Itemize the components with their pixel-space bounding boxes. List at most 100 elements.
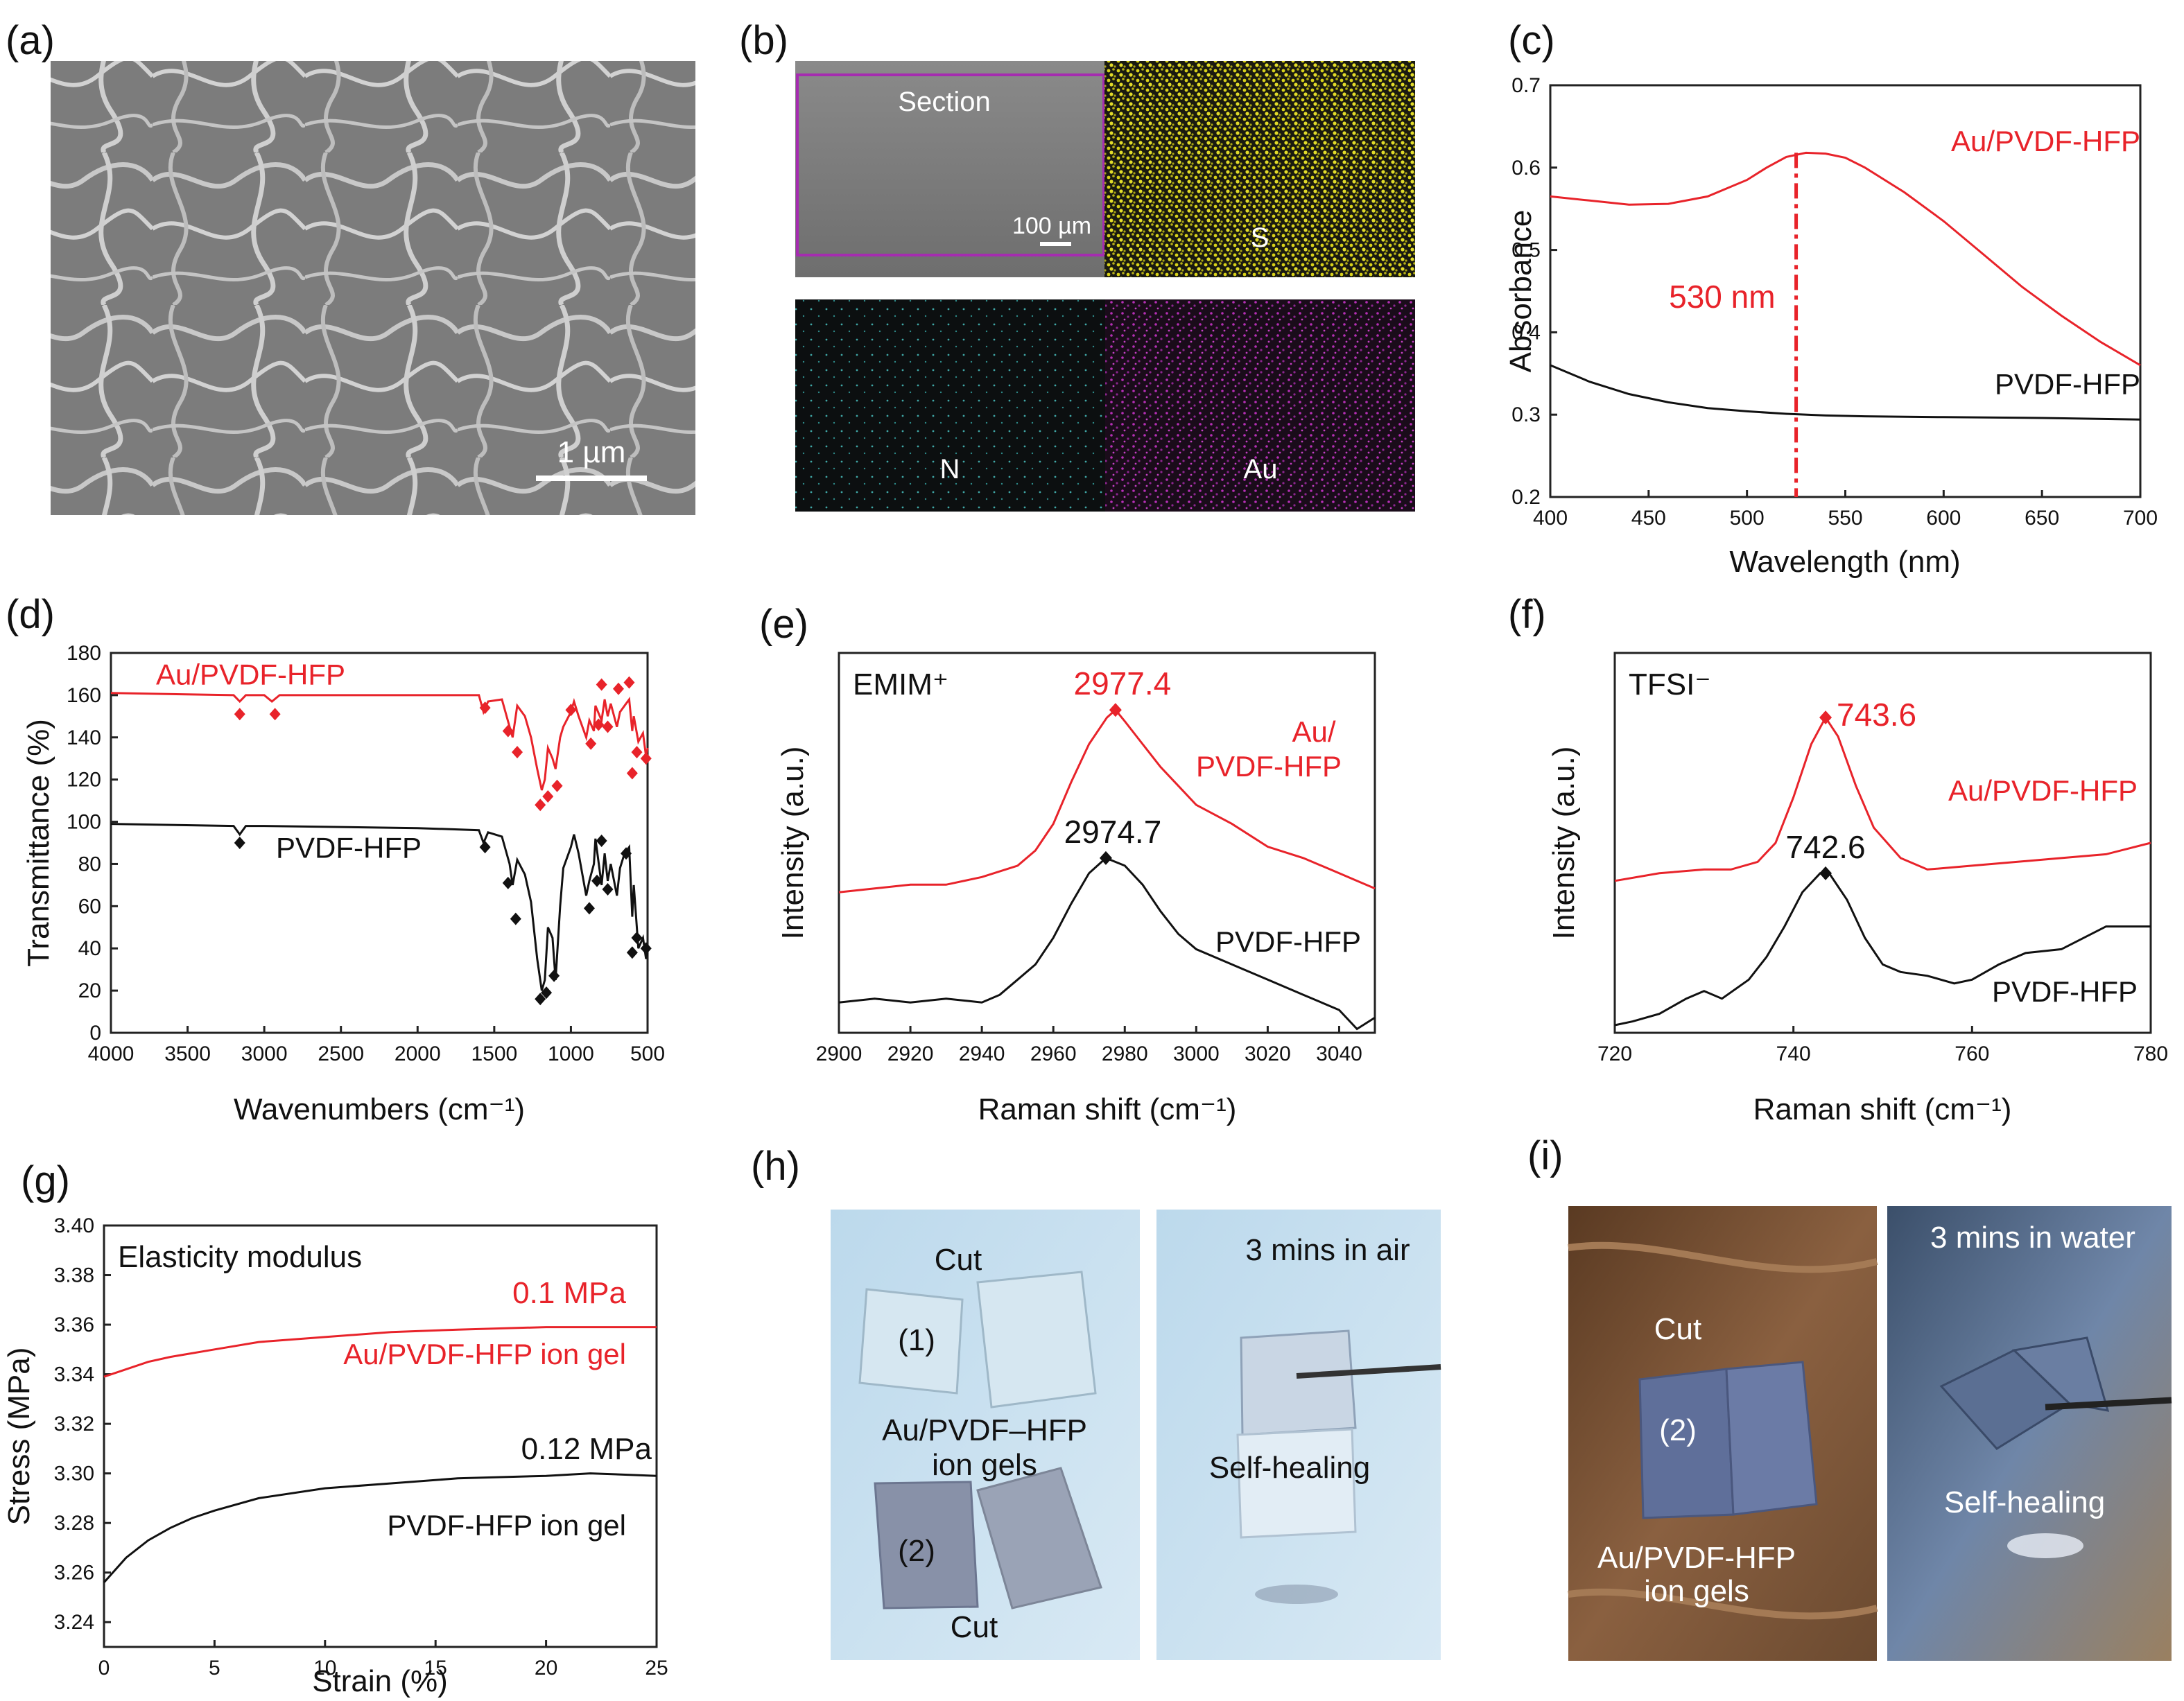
- series-marker: [535, 799, 546, 812]
- legend-d-0: Au/PVDF-HFP: [156, 658, 345, 691]
- x-tick-label: 3000: [241, 1043, 288, 1065]
- section-scale-label: 100 µm: [1012, 213, 1091, 239]
- series-line-0: [1614, 715, 2151, 882]
- y-axis-label: Intensity (a.u.): [776, 747, 810, 940]
- photo-i-healed: [1887, 1206, 2172, 1661]
- label-cut-top: Cut: [935, 1243, 982, 1277]
- y-tick-label: 3.24: [54, 1611, 94, 1634]
- map-label-s: S: [1251, 223, 1269, 253]
- panel-label-i: (i): [1527, 1133, 1563, 1178]
- series-marker: [548, 969, 560, 982]
- x-tick-label: 1500: [471, 1043, 517, 1065]
- y-tick-label: 80: [78, 853, 101, 875]
- legend-d-1: PVDF-HFP: [276, 831, 422, 864]
- x-tick-label: 2960: [1030, 1043, 1077, 1065]
- y-tick-label: 3.32: [54, 1413, 94, 1436]
- legend-g-0: Au/PVDF-HFP ion gel: [343, 1338, 626, 1370]
- series-marker: [585, 737, 597, 750]
- series-marker: [502, 876, 514, 889]
- series-marker: [479, 701, 491, 715]
- y-axis-label: Absorbance: [1504, 210, 1538, 373]
- y-tick-label: 0.5: [1511, 239, 1541, 262]
- series-marker: [640, 752, 652, 765]
- y-tick-label: 140: [67, 726, 101, 749]
- section-outline: [796, 73, 1105, 256]
- series-marker: [596, 834, 607, 847]
- legend-e-0a: Au/: [1292, 715, 1335, 748]
- y-tick-label: 0.6: [1511, 157, 1541, 180]
- series-marker: [631, 746, 643, 759]
- panel-label-e: (e): [759, 602, 808, 647]
- panel-label-g: (g): [21, 1158, 70, 1203]
- legend-c-1: PVDF-HFP: [1995, 368, 2140, 401]
- eds-map-n: [795, 299, 1105, 512]
- y-tick-label: 40: [78, 937, 101, 960]
- x-tick-label: 10: [313, 1657, 336, 1680]
- x-tick-label: 15: [424, 1657, 447, 1680]
- y-tick-label: 3.26: [54, 1562, 94, 1585]
- panel-label-d: (d): [6, 592, 55, 637]
- peak-marker: [1109, 703, 1122, 717]
- label-self-healing-h: Self-healing: [1209, 1451, 1370, 1485]
- panel-label-c: (c): [1508, 18, 1555, 63]
- series-line-0: [838, 708, 1376, 893]
- wood-grain: [1568, 1241, 1878, 1273]
- legend-g-1: PVDF-HFP ion gel: [387, 1509, 626, 1542]
- series-marker: [602, 720, 614, 733]
- y-tick-label: 0.7: [1511, 74, 1541, 97]
- series-marker: [596, 678, 607, 691]
- series-line-0: [103, 1326, 657, 1378]
- y-tick-label: 3.40: [54, 1214, 94, 1237]
- modulus-black: 0.12 MPa: [521, 1432, 652, 1466]
- series-marker: [479, 841, 491, 854]
- series-marker: [542, 790, 554, 803]
- series-line-1: [1614, 872, 2151, 1027]
- legend-c-0: Au/PVDF-HFP: [1951, 125, 2140, 157]
- chart-d: (d) 4000 3500 3000 2500 2000 1500 1000 500 0 20 40 6…: [6, 592, 665, 1126]
- wood-grain-2: [1568, 1588, 1878, 1620]
- legend-e-0b: PVDF-HFP: [1196, 750, 1342, 783]
- x-tick-label: 780: [2133, 1043, 2168, 1065]
- section-image: [795, 61, 1104, 277]
- legend-e-1: PVDF-HFP: [1215, 925, 1361, 958]
- plot-frame: [103, 1224, 658, 1648]
- x-tick-label: 3500: [164, 1043, 211, 1065]
- tweezers: [1296, 1364, 1441, 1379]
- panel-a: (a) 1 µm: [6, 18, 695, 515]
- peak-marker: [1819, 866, 1832, 880]
- y-tick-label: 3.28: [54, 1512, 94, 1535]
- peak-marker: [1099, 850, 1112, 865]
- label-cut-i: Cut: [1654, 1312, 1701, 1346]
- gel-piece-i-b: [1725, 1361, 1818, 1516]
- series-line-0: [1550, 151, 2141, 367]
- y-tick-label: 120: [67, 769, 101, 792]
- x-tick-label: 2000: [395, 1043, 441, 1065]
- x-tick-label: 20: [535, 1657, 557, 1680]
- y-tick-label: 0.3: [1511, 403, 1541, 426]
- x-tick-label: 0: [98, 1657, 110, 1680]
- x-axis-label: Raman shift (cm⁻¹): [978, 1092, 1237, 1126]
- eds-map-au: [1105, 299, 1415, 512]
- panel-label-a: (a): [6, 18, 55, 63]
- y-axis-label: Intensity (a.u.): [1547, 747, 1581, 940]
- label-gels-1: Au/PVDF–HFP: [882, 1413, 1087, 1447]
- label-gels-i-2: ion gels: [1644, 1574, 1749, 1608]
- series-marker: [626, 767, 638, 780]
- y-tick-label: 20: [78, 979, 101, 1002]
- chart-e: (e) 2900 2920 2940 2960 2980 3000 3020 3040 Raman…: [759, 602, 1376, 1126]
- label-piece-i: (2): [1659, 1413, 1697, 1447]
- x-axis-label: Raman shift (cm⁻¹): [1753, 1092, 2012, 1126]
- water-reflection: [2007, 1533, 2083, 1558]
- x-tick-label: 3020: [1245, 1043, 1291, 1065]
- chart-c: (c) 400 450 500 550 600 650 700 0.2 0.3 0.4 0.5 0.6 0…: [1504, 18, 2158, 579]
- x-tick-label: 2500: [318, 1043, 364, 1065]
- label-piece-2: (2): [898, 1534, 935, 1568]
- legend-f-1: PVDF-HFP: [1992, 975, 2138, 1008]
- y-axis-label: Stress (MPa): [2, 1347, 36, 1526]
- x-tick-label: 650: [2025, 507, 2059, 530]
- x-tick-label: 400: [1533, 507, 1568, 530]
- y-tick-label: 160: [67, 684, 101, 707]
- series-marker: [234, 837, 245, 849]
- x-tick-label: 25: [645, 1657, 668, 1680]
- peak-marker: [1819, 710, 1832, 725]
